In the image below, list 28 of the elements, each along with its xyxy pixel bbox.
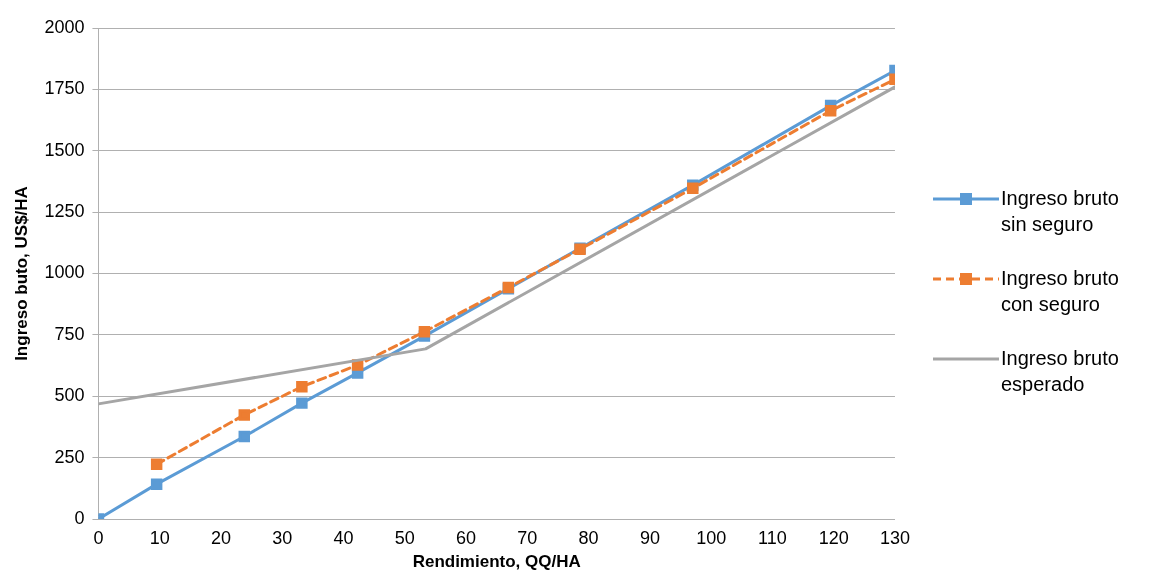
x-tick-label: 50 xyxy=(394,527,415,548)
legend-label: Ingreso bruto esperado xyxy=(1001,345,1120,397)
x-tick-label: 20 xyxy=(210,527,231,548)
y-tick-label: 2000 xyxy=(44,16,85,37)
y-tick-label: 750 xyxy=(54,323,85,344)
x-tick-label: 130 xyxy=(879,527,911,548)
y-tick-label: 250 xyxy=(54,446,85,467)
y-tick-label: 1500 xyxy=(44,139,85,160)
y-axis-title: Ingreso buto, US$/HA xyxy=(11,186,31,361)
legend-label: Ingreso bruto sin seguro xyxy=(1001,185,1120,237)
y-tick-label: 500 xyxy=(54,385,85,406)
x-tick-label: 100 xyxy=(696,527,727,548)
x-tick-label: 120 xyxy=(818,527,849,548)
x-tick-label: 30 xyxy=(272,527,293,548)
x-tick-label: 110 xyxy=(758,527,787,548)
x-tick-label: 90 xyxy=(639,527,660,548)
x-tick-label: 80 xyxy=(578,527,599,548)
x-axis-title: Rendimiento, QQ/HA xyxy=(412,552,581,572)
y-tick-label: 1000 xyxy=(44,262,85,283)
x-tick-label: 10 xyxy=(149,527,170,548)
y-tick-label: 1750 xyxy=(44,78,85,99)
legend-label: Ingreso bruto con seguro xyxy=(1001,265,1120,317)
x-tick-label: 40 xyxy=(333,527,354,548)
y-tick-label: 1250 xyxy=(44,201,85,222)
x-tick-label: 70 xyxy=(517,527,538,548)
x-tick-label: 60 xyxy=(456,527,477,548)
x-tick-label: 0 xyxy=(93,527,104,548)
y-tick-label: 0 xyxy=(74,507,85,528)
